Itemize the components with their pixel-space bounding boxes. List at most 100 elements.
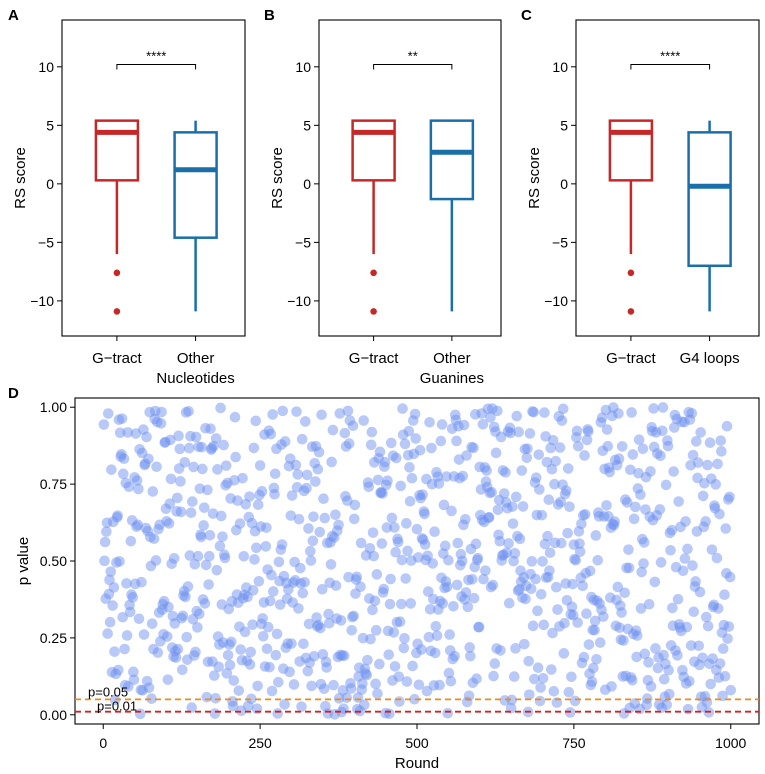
data-point: [489, 658, 501, 669]
data-point: [511, 410, 523, 422]
data-point: [182, 581, 194, 592]
data-point: [229, 411, 241, 423]
data-point: [150, 405, 161, 417]
data-point: [143, 453, 154, 465]
data-point: [390, 452, 402, 464]
data-point: [366, 426, 378, 438]
data-point: [567, 578, 578, 590]
data-point: [663, 688, 675, 700]
data-point: [340, 490, 351, 502]
data-point: [594, 598, 605, 609]
data-point: [643, 598, 655, 610]
data-point: [683, 406, 695, 418]
data-point: [128, 666, 139, 678]
data-point: [331, 613, 342, 624]
data-point: [548, 685, 560, 697]
data-point: [222, 649, 234, 661]
data-point: [440, 576, 452, 587]
data-point: [250, 415, 262, 427]
data-point: [422, 586, 434, 597]
data-point: [493, 529, 504, 541]
data-point: [284, 666, 295, 678]
data-point: [656, 702, 668, 713]
data-point: [678, 671, 689, 683]
data-point: [538, 619, 550, 631]
data-point: [431, 466, 442, 478]
data-point: [573, 526, 585, 537]
data-point: [479, 462, 491, 473]
data-point: [139, 459, 150, 471]
data-point: [700, 611, 712, 623]
box-body: [94, 119, 140, 182]
data-point: [339, 427, 351, 439]
data-point: [333, 519, 344, 531]
data-point: [207, 508, 219, 519]
data-point: [133, 613, 145, 625]
data-point: [670, 561, 682, 573]
data-point: [206, 442, 218, 454]
data-point: [385, 573, 396, 585]
data-point: [150, 555, 162, 566]
data-point: [182, 654, 193, 665]
data-point: [413, 679, 425, 691]
data-point: [596, 412, 608, 423]
data-point: [220, 479, 231, 491]
data-point: [709, 500, 720, 511]
data-point: [641, 699, 652, 711]
data-point: [505, 702, 517, 714]
data-point: [558, 648, 570, 659]
data-point: [407, 660, 418, 672]
y-tick-label: −10: [544, 293, 568, 309]
data-point: [119, 643, 130, 655]
data-point: [134, 443, 145, 455]
data-point: [116, 448, 127, 460]
data-point: [151, 416, 163, 428]
data-point: [337, 650, 348, 661]
data-point: [217, 637, 229, 648]
data-point: [437, 598, 449, 609]
data-point: [345, 683, 357, 694]
data-point: [668, 466, 679, 477]
data-point: [533, 449, 545, 460]
data-point: [618, 635, 629, 646]
data-point: [409, 693, 420, 705]
data-point: [318, 493, 329, 505]
data-point: [364, 593, 375, 604]
data-point: [380, 707, 391, 719]
data-point: [601, 424, 613, 435]
x-tick-label: Other: [177, 350, 215, 367]
data-point: [491, 643, 502, 654]
data-point: [623, 544, 634, 555]
data-point: [131, 521, 142, 532]
data-point: [507, 501, 518, 512]
box-body: [429, 119, 475, 201]
data-point: [501, 547, 513, 559]
data-point: [168, 553, 180, 564]
data-point: [214, 540, 226, 552]
data-point: [544, 547, 556, 559]
data-point: [397, 429, 409, 441]
data-point: [306, 441, 318, 453]
data-point: [687, 560, 698, 571]
data-point: [529, 673, 540, 685]
data-point: [540, 572, 552, 583]
data-point: [151, 461, 162, 473]
x-tick-label: G4 loops: [680, 350, 740, 367]
data-point: [382, 475, 393, 487]
data-point: [310, 440, 322, 452]
data-point: [263, 425, 275, 436]
data-point: [137, 684, 149, 696]
x-axis-title: Round: [395, 755, 439, 772]
data-point: [207, 656, 218, 667]
data-point: [109, 646, 120, 657]
data-point: [330, 580, 342, 591]
data-point: [272, 708, 283, 719]
data-point: [682, 543, 693, 555]
data-point: [340, 441, 352, 452]
data-point: [111, 557, 122, 568]
data-point: [482, 403, 494, 415]
data-point: [495, 645, 506, 656]
data-point: [663, 664, 674, 676]
panel-a: A 10 5 0 −5 −10 RS score G−tract Other Nucleotide…: [8, 7, 246, 387]
data-point: [144, 406, 155, 418]
